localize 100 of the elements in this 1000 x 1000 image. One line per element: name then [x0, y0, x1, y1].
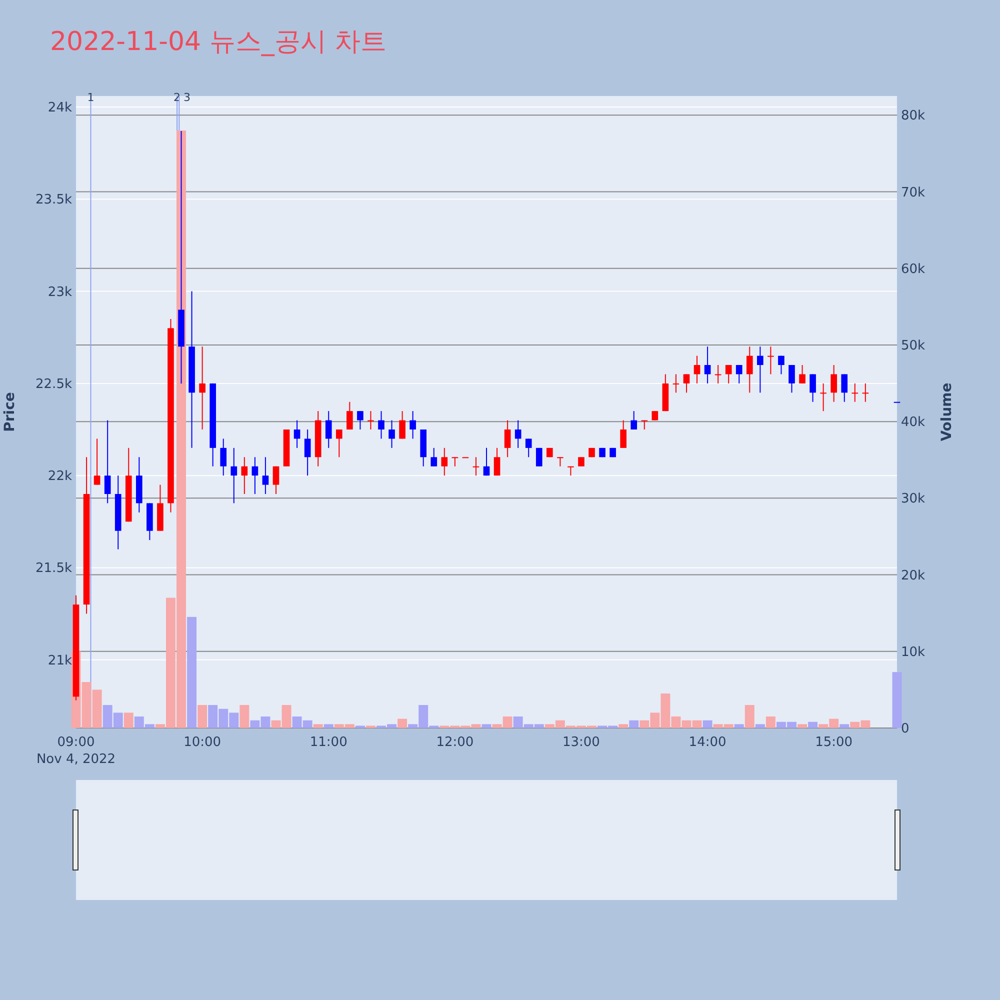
candlestick — [94, 438, 100, 486]
bar — [240, 705, 250, 728]
bar — [292, 716, 302, 728]
candlestick — [294, 420, 300, 448]
x-tick-label: 12:00 — [436, 735, 474, 750]
candlestick — [694, 355, 700, 384]
y-tick-label: 22.5k — [36, 376, 72, 392]
bar — [850, 722, 860, 728]
bar — [640, 720, 650, 728]
candlestick — [325, 410, 332, 448]
bar — [387, 724, 397, 728]
candlestick — [525, 438, 532, 458]
candlestick — [757, 346, 764, 394]
candlestick — [252, 456, 258, 494]
bar — [471, 724, 481, 728]
candlestick — [472, 456, 480, 476]
bar — [818, 724, 828, 728]
bar — [744, 705, 754, 728]
x-tick-label: 13:00 — [562, 735, 600, 750]
chart-title: 2022-11-04 뉴스_공시 차트 — [50, 27, 387, 57]
y-tick-label: 22k — [48, 469, 72, 484]
bar — [682, 720, 692, 728]
candlestick — [483, 447, 490, 476]
candlestick — [620, 420, 626, 448]
bar — [260, 716, 270, 728]
candlestick — [799, 364, 806, 384]
candlestick — [104, 420, 111, 504]
bar — [713, 724, 723, 728]
y2-tick-label: 30k — [901, 492, 926, 507]
bar — [702, 720, 712, 728]
bar — [124, 712, 134, 728]
y2-tick-label: 70k — [901, 185, 926, 200]
candlestick — [714, 364, 722, 384]
bar — [724, 724, 734, 728]
candlestick — [704, 346, 711, 384]
bar — [313, 724, 323, 728]
candlestick — [336, 429, 342, 458]
candlestick — [241, 456, 248, 494]
y-tick-label: 23k — [48, 284, 72, 300]
candlestick — [378, 410, 384, 440]
bar — [82, 682, 92, 728]
ref-line-label: 2 — [174, 91, 181, 104]
bar — [344, 724, 354, 728]
x-tick-label: 15:00 — [815, 735, 853, 750]
candlestick — [441, 447, 448, 476]
ref-line-label: 1 — [87, 91, 94, 104]
y-axis-title: Price — [2, 392, 18, 432]
y2-axis-title: Volume — [939, 382, 955, 442]
bar — [650, 712, 660, 728]
bar — [776, 722, 786, 728]
x-tick-label: 10:00 — [184, 735, 222, 750]
bar — [166, 598, 176, 728]
x-axis-title: Nov 4, 2022 — [36, 752, 116, 767]
bar — [208, 705, 218, 728]
bar — [524, 724, 534, 728]
bar — [198, 705, 208, 728]
candlestick — [672, 374, 680, 394]
bar — [808, 722, 818, 728]
bar — [218, 708, 228, 728]
candlestick — [630, 410, 638, 430]
candlestick — [683, 374, 690, 394]
bar — [229, 712, 239, 728]
bar — [282, 705, 292, 728]
bar — [513, 716, 523, 728]
candlestick — [304, 429, 311, 476]
bar — [629, 720, 639, 728]
y2-tick-label: 10k — [901, 644, 926, 660]
bar — [787, 722, 796, 728]
candlestick — [410, 410, 416, 440]
bar — [544, 724, 554, 728]
candlestick — [725, 364, 732, 384]
bar — [502, 716, 512, 728]
bar — [892, 672, 902, 728]
y-tick-label: 23.5k — [36, 192, 72, 208]
bar — [250, 720, 260, 728]
candlestick — [272, 466, 280, 494]
y2-tick-label: 60k — [901, 262, 926, 277]
y2-tick-label: 20k — [901, 568, 926, 584]
bar — [92, 690, 102, 728]
bar — [534, 724, 544, 728]
y2-tick-label: 50k — [901, 338, 926, 354]
bar — [155, 724, 165, 728]
candlestick — [641, 420, 648, 430]
x-tick-label: 14:00 — [688, 735, 726, 750]
candlestick — [830, 364, 838, 402]
bar — [418, 705, 428, 728]
candlestick — [746, 346, 753, 394]
candlestick — [820, 382, 826, 412]
bar — [798, 724, 808, 728]
bar — [398, 718, 408, 728]
bar — [766, 716, 776, 728]
y2-tick-label: 40k — [901, 415, 926, 430]
bar — [840, 724, 850, 728]
bar — [829, 718, 839, 728]
candlestick — [778, 355, 784, 375]
candlestick — [536, 447, 542, 467]
bar — [102, 705, 112, 728]
bar — [660, 694, 670, 728]
candlestick — [494, 447, 500, 476]
bar — [860, 720, 870, 728]
